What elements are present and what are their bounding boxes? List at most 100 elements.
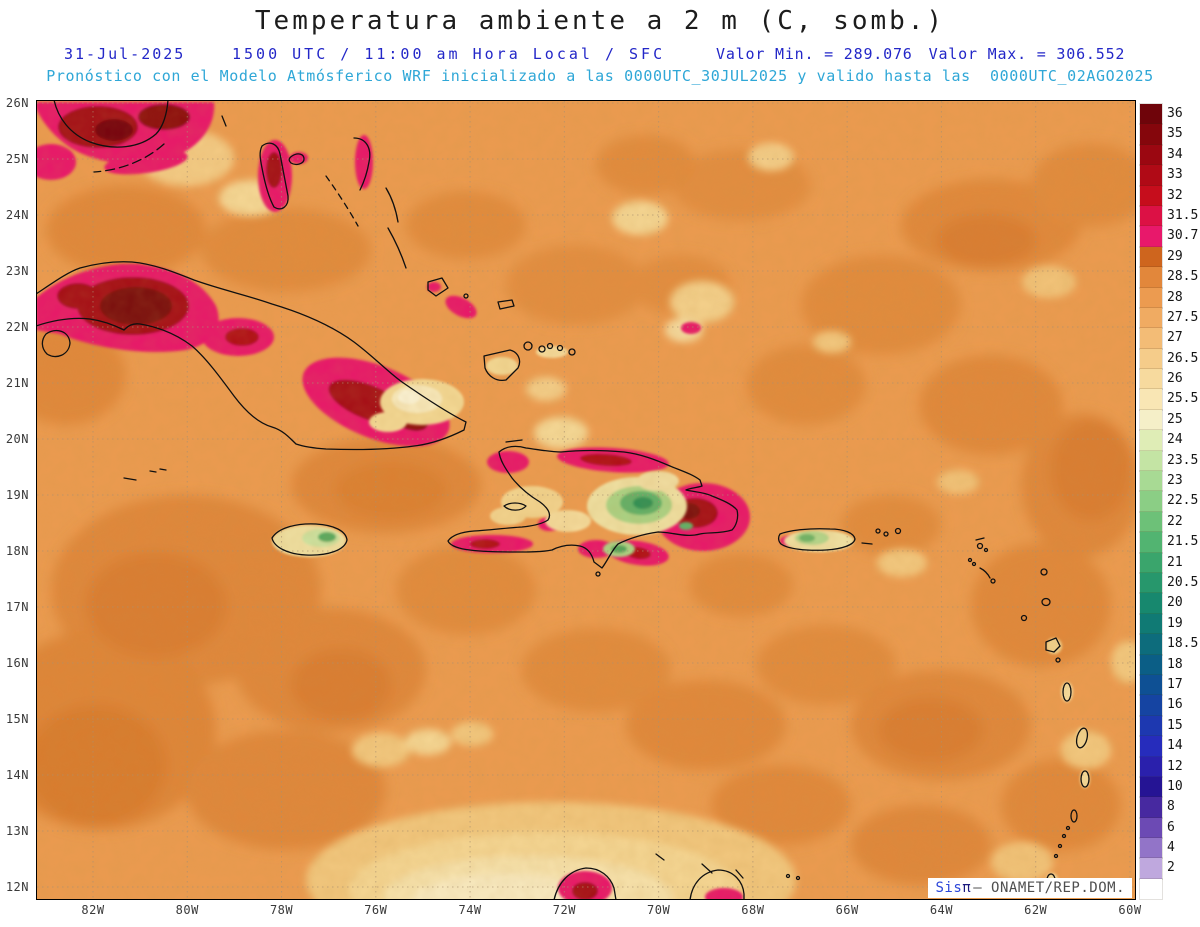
map-frame [36, 100, 1136, 900]
legend-value: 18 [1167, 656, 1183, 672]
legend-value: 4 [1167, 840, 1175, 856]
latitude-axis: 26N 25N 24N 23N 22N 21N 20N 19N 18N 17N 16N 15N 14N 1… [0, 96, 34, 900]
lat-label: 16N [5, 656, 29, 670]
legend-color-swatch [1139, 612, 1163, 636]
lat-label: 20N [5, 432, 29, 446]
legend-value: 8 [1167, 799, 1175, 815]
lat-label: 21N [5, 376, 29, 390]
legend-row: 17 [1139, 673, 1200, 697]
legend-color-swatch [1139, 735, 1163, 758]
legend-color-swatch [1139, 470, 1163, 493]
legend-value: 36 [1167, 106, 1183, 121]
watermark-org: – ONAMET/REP.DOM. [973, 880, 1125, 896]
legend-row: 22.5 [1139, 490, 1200, 513]
legend-value: 27 [1167, 330, 1183, 346]
lon-label: 68W [741, 903, 765, 917]
legend-value: 21.5 [1167, 534, 1199, 550]
legend-value: 25 [1167, 411, 1183, 427]
legend-color-swatch [1139, 653, 1163, 676]
legend-value: 6 [1167, 819, 1175, 835]
legend-row: 14 [1139, 735, 1200, 758]
legend-row: 15 [1139, 714, 1200, 738]
coastline-hispaniola [447, 439, 739, 577]
legend-row: 28 [1139, 286, 1200, 309]
legend-value: 34 [1167, 146, 1183, 162]
lat-label: 24N [5, 208, 29, 222]
legend-color-swatch [1139, 510, 1163, 534]
legend-row: 16 [1139, 694, 1200, 717]
coastline-puerto-rico [777, 527, 902, 551]
lat-label: 12N [5, 880, 29, 894]
legend-color-swatch [1139, 429, 1163, 452]
legend-color-swatch [1139, 143, 1163, 167]
legend-color-swatch [1139, 531, 1163, 554]
lon-label: 66W [835, 903, 859, 917]
legend-value: 16 [1167, 697, 1183, 713]
legend-value: 30.7 [1167, 228, 1199, 244]
legend-row: 22 [1139, 510, 1200, 534]
legend-row: 2 [1139, 857, 1200, 880]
legend-color-swatch [1139, 245, 1163, 269]
legend-color-swatch [1139, 368, 1163, 391]
legend-value: 19 [1167, 615, 1183, 631]
legend-color-swatch [1139, 184, 1163, 207]
legend-color-swatch [1139, 796, 1163, 819]
legend-value: 18.5 [1167, 636, 1199, 652]
color-scale-legend: 36 35 34 33 32 31.5 30.7 29 28.5 28 27.5 27 26.5 26 25… [1139, 102, 1200, 901]
legend-row: 30.7 [1139, 225, 1200, 248]
grain-texture [36, 100, 1136, 900]
legend-row: 6 [1139, 816, 1200, 840]
legend-value: 28.5 [1167, 269, 1199, 285]
pi-symbol: π [962, 880, 972, 896]
legend-color-swatch [1139, 877, 1163, 901]
coastline-south-america [553, 853, 801, 900]
legend-row: 12 [1139, 755, 1200, 778]
legend-row: 20 [1139, 592, 1200, 615]
legend-color-swatch [1139, 388, 1163, 411]
legend-color-swatch [1139, 490, 1163, 513]
legend-color-swatch [1139, 714, 1163, 738]
legend-color-swatch [1139, 225, 1163, 248]
legend-color-swatch [1139, 347, 1163, 371]
legend-color-swatch [1139, 633, 1163, 656]
legend-value: 22 [1167, 513, 1183, 529]
legend-color-swatch [1139, 449, 1163, 473]
legend-row: 28.5 [1139, 266, 1200, 289]
coastline-jamaica [271, 523, 348, 556]
time-label: 1500 UTC / 11:00 am Hora Local / SFC [232, 45, 666, 63]
longitude-axis: 82W 80W 78W 76W 74W 72W 70W 68W 66W 64W 62W 60W [36, 903, 1141, 923]
legend-color-swatch [1139, 673, 1163, 697]
map-canvas: Sisπ – ONAMET/REP.DOM. [36, 100, 1136, 900]
legend-row: 21 [1139, 551, 1200, 575]
legend-color-swatch [1139, 286, 1163, 309]
sispi-brand: Sis [935, 880, 963, 896]
legend-color-swatch [1139, 123, 1163, 146]
legend-value: 10 [1167, 778, 1183, 794]
lat-label: 26N [5, 96, 29, 110]
legend-row: 4 [1139, 837, 1200, 860]
legend-row: 20.5 [1139, 571, 1200, 595]
coastline-cuba [36, 261, 467, 451]
legend-color-swatch [1139, 775, 1163, 799]
legend-value: 23 [1167, 473, 1183, 489]
legend-color-swatch [1139, 204, 1163, 228]
valor-min-label: Valor Min. = 289.076 [716, 45, 913, 63]
legend-row: 27.5 [1139, 306, 1200, 330]
lat-label: 17N [5, 600, 29, 614]
legend-color-swatch [1139, 266, 1163, 289]
legend-row: 34 [1139, 143, 1200, 167]
legend-row: 32 [1139, 184, 1200, 207]
coastline-cayman-islands [123, 468, 167, 481]
lat-label: 18N [5, 544, 29, 558]
legend-value: 35 [1167, 126, 1183, 142]
valor-max-label: Valor Max. = 306.552 [928, 45, 1126, 63]
legend-value: 2 [1167, 860, 1175, 876]
lon-label: 64W [929, 903, 954, 917]
forecast-info: Pronóstico con el Modelo Atmósferico WRF… [46, 67, 1154, 85]
legend-value: 33 [1167, 167, 1183, 183]
legend-value: 12 [1167, 758, 1183, 774]
legend-value: 26 [1167, 371, 1183, 387]
legend-row: 35 [1139, 123, 1200, 146]
coastline-bahamas [221, 115, 576, 382]
